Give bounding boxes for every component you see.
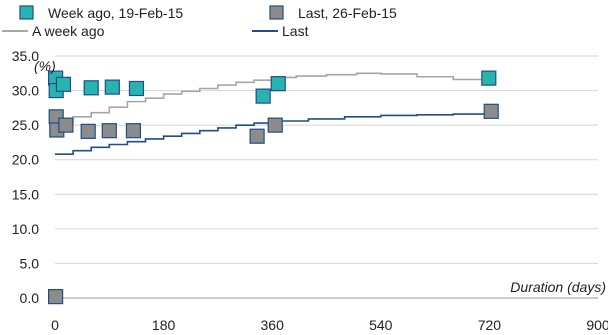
marker-last-26-feb-15	[48, 289, 64, 305]
x-axis-label: Duration (days)	[510, 279, 606, 295]
marker-week-ago-19-feb-15	[55, 76, 72, 92]
x-tick-label: 540	[369, 317, 393, 333]
series-line-a-week-ago	[55, 72, 491, 124]
series-line-last	[55, 113, 491, 155]
legend-label: Last	[282, 23, 309, 39]
marker-week-ago-19-feb-15	[128, 80, 145, 97]
marker-week-ago-19-feb-15	[255, 88, 271, 104]
x-tick-label: 720	[478, 317, 502, 333]
y-tick-label: 20.0	[12, 152, 39, 168]
y-tick-label: 35.0	[12, 48, 39, 64]
legend-item-a-week-ago: A week ago	[2, 23, 105, 39]
y-tick-label: 5.0	[20, 255, 40, 271]
legend-swatch	[19, 5, 34, 20]
marker-week-ago-19-feb-15	[83, 80, 99, 96]
legend-label: A week ago	[32, 23, 105, 39]
y-unit-label: (%)	[34, 58, 56, 74]
x-tick-label: 360	[261, 317, 285, 333]
legend-label: Week ago, 19-Feb-15	[48, 5, 183, 21]
legend-item-last-26-feb-15: Last, 26-Feb-15	[269, 5, 397, 21]
marker-week-ago-19-feb-15	[270, 76, 286, 92]
y-tick-label: 10.0	[12, 221, 39, 237]
x-axis-ticks: 0 180 360 540 720 900	[51, 317, 608, 333]
x-tick-label: 180	[152, 317, 176, 333]
series-lines	[55, 72, 491, 155]
marker-last-26-feb-15	[249, 128, 265, 144]
legend-swatch	[269, 5, 284, 20]
y-tick-label: 15.0	[12, 186, 39, 202]
gridlines	[55, 55, 598, 299]
series-markers	[48, 70, 499, 305]
x-tick-label: 900	[586, 317, 608, 333]
marker-last-26-feb-15	[58, 117, 74, 133]
legend-label: Last, 26-Feb-15	[298, 5, 397, 21]
marker-week-ago-19-feb-15	[104, 79, 120, 95]
legend-item-week-ago-19-feb-15: Week ago, 19-Feb-15	[19, 5, 183, 21]
marker-last-26-feb-15	[267, 117, 283, 133]
marker-last-26-feb-15	[125, 123, 142, 139]
y-tick-label: 0.0	[20, 290, 40, 306]
legend: Week ago, 19-Feb-15 Last, 26-Feb-15 A week…	[2, 5, 397, 39]
marker-last-26-feb-15	[101, 123, 117, 139]
legend-item-last: Last	[252, 23, 309, 39]
y-axis-ticks: 0.0 5.0 10.0 15.0 20.0 25.0 30.0 35.0	[12, 48, 39, 306]
marker-last-26-feb-15	[483, 103, 499, 119]
marker-last-26-feb-15	[80, 123, 96, 139]
y-tick-label: 25.0	[12, 117, 39, 133]
y-tick-label: 30.0	[12, 83, 39, 99]
x-tick-label: 0	[51, 317, 59, 333]
marker-week-ago-19-feb-15	[481, 70, 497, 86]
